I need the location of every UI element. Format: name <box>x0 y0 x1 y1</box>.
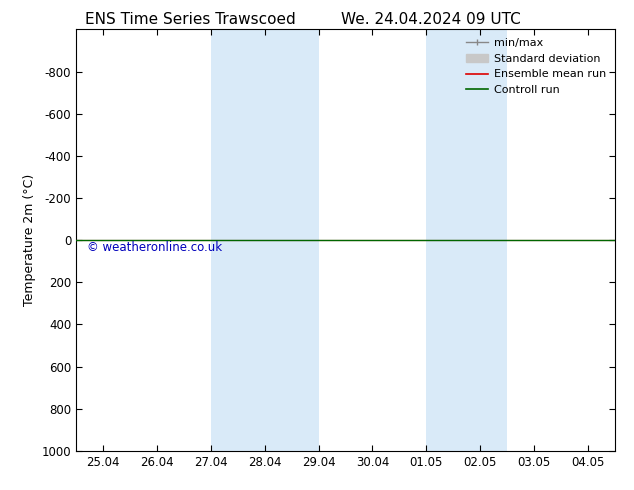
Text: © weatheronline.co.uk: © weatheronline.co.uk <box>87 241 222 254</box>
Bar <box>453 29 507 451</box>
Y-axis label: Temperature 2m (°C): Temperature 2m (°C) <box>23 174 36 306</box>
Legend: min/max, Standard deviation, Ensemble mean run, Controll run: min/max, Standard deviation, Ensemble me… <box>463 35 609 98</box>
Bar <box>238 29 319 451</box>
Bar <box>210 29 238 451</box>
Text: We. 24.04.2024 09 UTC: We. 24.04.2024 09 UTC <box>341 12 521 27</box>
Text: ENS Time Series Trawscoed: ENS Time Series Trawscoed <box>85 12 295 27</box>
Bar <box>426 29 453 451</box>
